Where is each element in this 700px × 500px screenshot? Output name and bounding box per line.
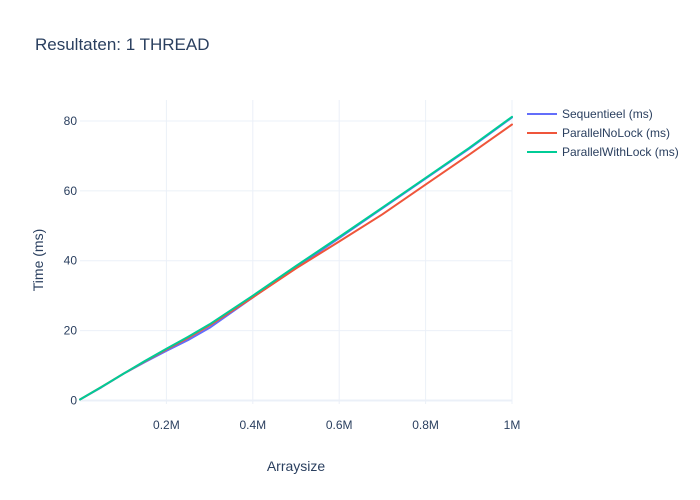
x-tick-label: 0.4M <box>239 418 266 432</box>
series-line-1 <box>79 116 513 401</box>
x-axis-title: Arraysize <box>267 458 326 474</box>
x-tick-label: 0.8M <box>412 418 439 432</box>
y-tick-label: 40 <box>64 254 78 268</box>
y-tick-label: 60 <box>64 184 78 198</box>
y-tick-label: 20 <box>64 324 78 338</box>
chart-title: Resultaten: 1 THREAD <box>35 35 209 54</box>
series-line-2 <box>79 123 513 401</box>
y-tick-label: 80 <box>64 114 78 128</box>
legend-item[interactable]: ParallelWithLock (ms) <box>527 145 679 159</box>
x-tick-label: 0.2M <box>153 418 180 432</box>
grid-lines <box>80 100 513 404</box>
series-lines <box>79 115 513 401</box>
x-tick-label: 1M <box>504 418 521 432</box>
x-axis-ticks: 0.2M 0.4M 0.6M 0.8M 1M <box>153 418 520 432</box>
y-tick-label: 0 <box>70 394 77 408</box>
legend-label: ParallelWithLock (ms) <box>562 145 679 159</box>
legend-item[interactable]: ParallelNoLock (ms) <box>527 126 670 140</box>
series-line-3 <box>79 115 513 401</box>
legend-label: ParallelNoLock (ms) <box>562 126 670 140</box>
x-tick-label: 0.6M <box>326 418 353 432</box>
legend-label: Sequentieel (ms) <box>562 107 653 121</box>
legend: Sequentieel (ms) ParallelNoLock (ms) Paral… <box>527 107 679 159</box>
y-axis-title: Time (ms) <box>30 229 46 291</box>
y-axis-ticks: 0 20 40 60 80 <box>64 114 78 408</box>
legend-item[interactable]: Sequentieel (ms) <box>527 107 653 121</box>
